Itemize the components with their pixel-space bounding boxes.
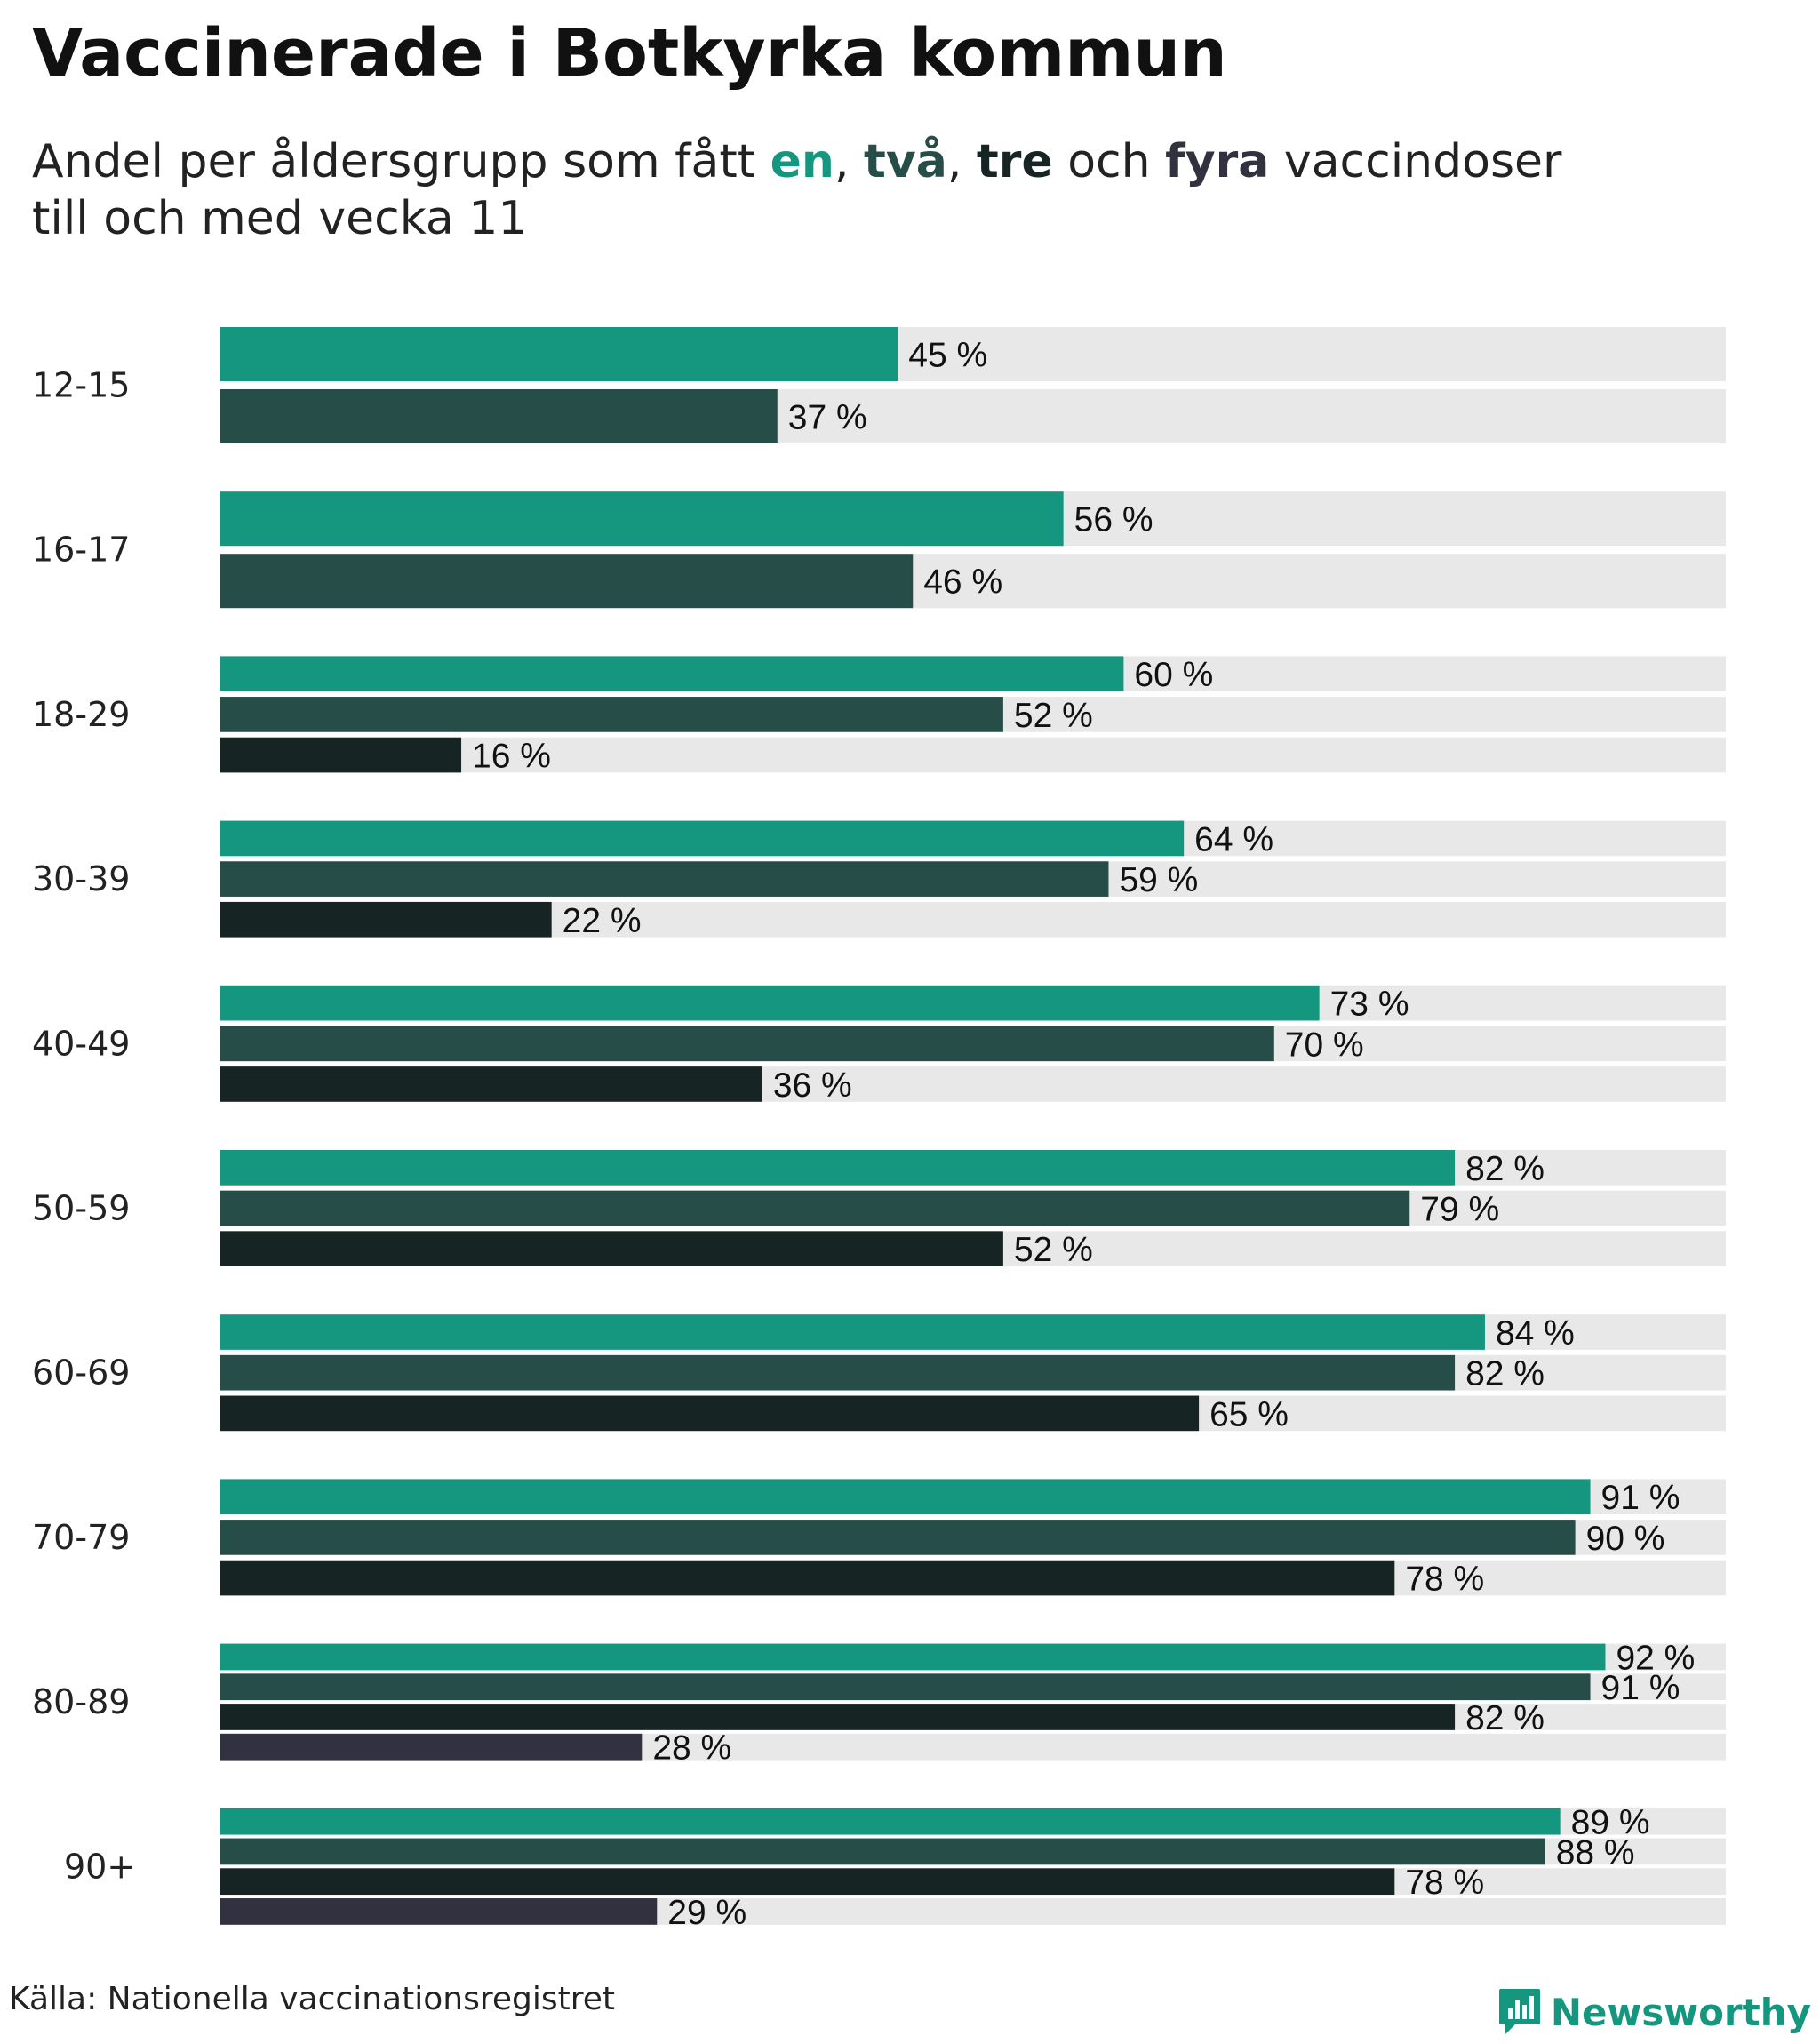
bar-en-18-29: [220, 656, 1124, 692]
data-label: 36 %: [773, 1066, 852, 1105]
bar-två-18-29: [220, 697, 1003, 732]
data-label: 79 %: [1420, 1191, 1499, 1229]
bar-två-70-79: [220, 1520, 1576, 1555]
bar-två-16-17: [220, 554, 914, 609]
data-label: 91 %: [1601, 1479, 1680, 1517]
category-label: 50-59: [32, 1189, 130, 1228]
data-label: 82 %: [1465, 1355, 1545, 1393]
bar-en-60-69: [220, 1314, 1485, 1350]
data-label: 59 %: [1119, 861, 1198, 899]
brand-name: Newsworthy: [1550, 1990, 1811, 2034]
data-label: 88 %: [1556, 1833, 1635, 1872]
bar-två-90+: [220, 1838, 1545, 1865]
bar-en-30-39: [220, 820, 1185, 857]
category-label: 40-49: [32, 1024, 130, 1063]
bar-tre-40-49: [220, 1066, 762, 1102]
data-label: 73 %: [1330, 986, 1409, 1024]
bar-tre-18-29: [220, 737, 462, 773]
category-label: 70-79: [32, 1518, 130, 1557]
bar-en-40-49: [220, 985, 1320, 1021]
data-label: 28 %: [652, 1729, 731, 1768]
data-label: 56 %: [1074, 501, 1153, 539]
data-label: 29 %: [667, 1894, 746, 1932]
chart-subtitle: Andel per åldersgrupp som fått en, två, …: [32, 133, 1720, 247]
bar-en-16-17: [220, 491, 1064, 547]
subtitle-text: Andel per åldersgrupp som fått: [32, 135, 770, 188]
subtitle-separator: ,: [834, 135, 865, 188]
bar-två-80-89: [220, 1673, 1591, 1701]
data-label: 16 %: [472, 738, 551, 776]
legend-dose-en: en: [770, 135, 834, 188]
data-label: 46 %: [923, 563, 1002, 602]
subtitle-separator: ,: [946, 135, 977, 188]
bar-två-30-39: [220, 861, 1109, 897]
bar-en-70-79: [220, 1479, 1591, 1515]
subtitle-text: vaccindoser: [1269, 135, 1562, 188]
data-label: 65 %: [1209, 1395, 1289, 1433]
subtitle-separator: och: [1052, 135, 1166, 188]
bar-två-50-59: [220, 1190, 1410, 1226]
bar-chart-speech-icon: [1498, 1989, 1540, 2035]
category-label: 80-89: [32, 1682, 130, 1721]
bar-en-80-89: [220, 1643, 1606, 1671]
data-label: 60 %: [1134, 656, 1213, 694]
category-label: 16-17: [32, 531, 130, 570]
data-label: 70 %: [1285, 1026, 1364, 1064]
data-label: 91 %: [1601, 1669, 1680, 1707]
legend-dose-tre: tre: [976, 135, 1053, 188]
bar-två-12-15: [220, 389, 778, 443]
bar-fyra-80-89: [220, 1733, 643, 1761]
category-label: 30-39: [32, 859, 130, 898]
data-label: 89 %: [1571, 1804, 1650, 1842]
bar-en-12-15: [220, 327, 898, 381]
bar-tre-70-79: [220, 1560, 1395, 1596]
data-label: 82 %: [1465, 1699, 1545, 1737]
data-label: 84 %: [1496, 1314, 1575, 1353]
data-label: 78 %: [1405, 1864, 1484, 1902]
bar-tre-50-59: [220, 1231, 1003, 1266]
data-label: 52 %: [1014, 697, 1093, 735]
category-label: 90+: [64, 1847, 135, 1886]
category-label: 12-15: [32, 366, 130, 405]
bar-två-40-49: [220, 1026, 1274, 1062]
brand-logo: Newsworthy: [1497, 1987, 1811, 2037]
data-label: 78 %: [1405, 1561, 1484, 1599]
data-label: 90 %: [1586, 1520, 1665, 1558]
legend-dose-fyra: fyra: [1165, 135, 1270, 188]
data-label: 37 %: [788, 399, 867, 437]
data-label: 92 %: [1616, 1639, 1695, 1677]
bar-två-60-69: [220, 1354, 1456, 1391]
subtitle-line-2: till och med vecka 11: [32, 192, 528, 245]
bar-tre-90+: [220, 1868, 1395, 1896]
data-label: 64 %: [1194, 820, 1273, 858]
bar-tre-30-39: [220, 901, 552, 938]
data-label: 82 %: [1465, 1150, 1545, 1188]
legend-dose-tva: två: [864, 135, 947, 188]
category-label: 18-29: [32, 695, 130, 734]
bar-fyra-90+: [220, 1898, 658, 1925]
source-note: Källa: Nationella vaccinationsregistret: [9, 1981, 615, 2017]
data-label: 52 %: [1014, 1231, 1093, 1269]
bar-track: [220, 737, 1726, 773]
data-label: 45 %: [908, 337, 987, 375]
bar-chart: 12-15 45 % 37 % 16-17 56 % 46 % 18-29 60 % 52 % 1…: [32, 327, 1726, 1932]
bar-tre-60-69: [220, 1395, 1200, 1432]
chart-title: Vaccinerade i Botkyrka kommun: [32, 15, 1227, 92]
bar-en-50-59: [220, 1150, 1456, 1186]
category-label: 60-69: [32, 1353, 130, 1393]
bar-tre-80-89: [220, 1704, 1456, 1730]
data-label: 22 %: [563, 902, 642, 940]
bar-en-90+: [220, 1808, 1561, 1835]
